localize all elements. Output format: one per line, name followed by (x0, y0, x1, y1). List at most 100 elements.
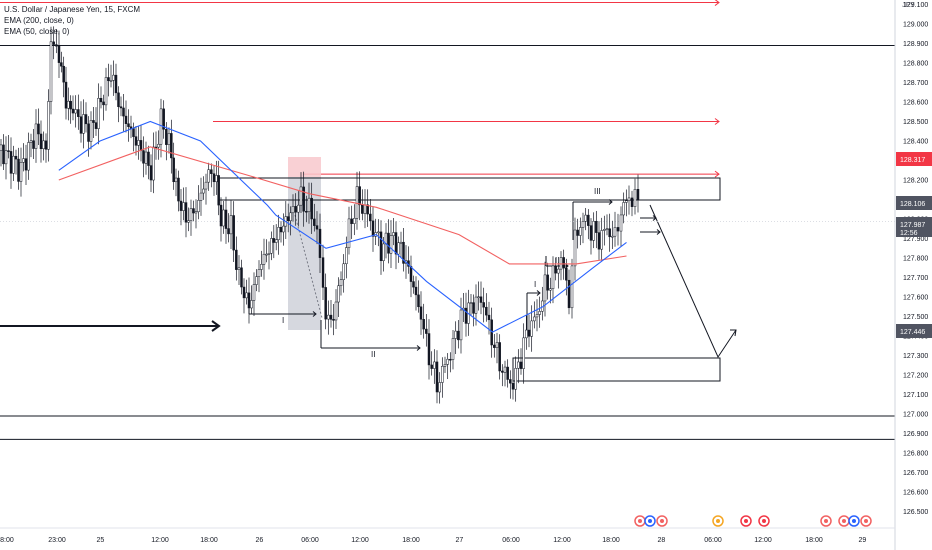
price-badge (896, 152, 932, 166)
time-tick-label: 06:00 (502, 537, 520, 544)
wave-label: II (555, 256, 559, 265)
candle-body (509, 379, 512, 384)
candle-body (299, 186, 303, 206)
candle-body (329, 314, 333, 320)
time-tick-label: 18:00 (0, 537, 14, 544)
candle-body (392, 232, 395, 236)
candle-body (0, 144, 3, 151)
symbol-title: U.S. Dollar / Japanese Yen, 15, FXCM (4, 5, 141, 14)
candle-body (567, 279, 571, 309)
price-tick-label: 127.300 (903, 353, 928, 360)
time-tick-label: 28 (658, 537, 666, 544)
candle-body (182, 202, 185, 211)
candle-body (619, 214, 623, 232)
candle-body (117, 92, 120, 107)
price-tick-label: 126.800 (903, 451, 928, 458)
candle-body (353, 218, 356, 224)
candle-body (97, 98, 100, 129)
candle-body (412, 281, 415, 288)
candle-body (112, 74, 115, 81)
candle-body (616, 227, 620, 232)
candle-body (215, 175, 218, 183)
price-badge (896, 196, 932, 210)
candle-body (522, 337, 525, 369)
calendar-event-dot (864, 519, 868, 523)
price-badge-countdown: 12:56 (900, 230, 918, 237)
candle-body (39, 133, 43, 150)
price-badge (896, 324, 932, 338)
candle-body (487, 314, 491, 321)
candle-body (425, 328, 428, 334)
candle-body (576, 229, 579, 236)
candle-body (581, 221, 585, 228)
price-tick-label: 128.900 (903, 41, 928, 48)
candle-body (55, 44, 58, 47)
candle-body (42, 140, 45, 150)
chart-legend: U.S. Dollar / Japanese Yen, 15, FXCM EMA… (4, 4, 140, 37)
candle-body (172, 157, 175, 183)
candle-body (64, 81, 68, 109)
candle-body (87, 123, 90, 142)
candle-body (324, 287, 327, 320)
price-tick-label: 128.700 (903, 80, 928, 87)
left-arrow-head (211, 320, 221, 332)
wave-label: I (282, 316, 284, 325)
candle-body (12, 155, 15, 174)
candle-body (71, 108, 75, 114)
candle-body (222, 209, 225, 227)
candle-body (511, 382, 515, 390)
candle-body (270, 238, 273, 254)
currency-label: JPY (902, 2, 915, 9)
candle-body (549, 288, 552, 291)
time-tick-label: 26 (256, 537, 264, 544)
candle-body (232, 215, 235, 251)
candle-body (99, 98, 103, 103)
candle-body (345, 247, 348, 265)
candle-body (573, 229, 577, 267)
candle-body (62, 65, 65, 83)
candle-body (533, 316, 536, 322)
price-badge-label: 127.987 (900, 222, 925, 229)
candle-body (394, 232, 398, 255)
price-tick-label: 129.100 (903, 2, 928, 9)
projection-path (649, 204, 737, 359)
candle-body (551, 265, 555, 289)
candle-body (127, 123, 130, 127)
candle-body (464, 307, 468, 324)
candle-body (427, 333, 431, 366)
candle-body (342, 263, 345, 280)
price-tick-label: 127.500 (903, 314, 928, 321)
calendar-event-dot (852, 519, 856, 523)
time-axis[interactable]: 18:00 23:00 25 12:00 18:00 26 06:00 12:00 18:00 2… (0, 527, 895, 544)
candle-body (559, 257, 563, 270)
candle-body (603, 229, 606, 231)
candle-body (369, 213, 372, 222)
candle-body (501, 370, 504, 373)
candle-body (347, 218, 351, 248)
calendar-event-dot (716, 519, 720, 523)
price-axis[interactable]: 129.100 129.000 128.900 128.800 128.700 128.6… (894, 0, 928, 550)
candle-body (479, 296, 483, 303)
candle-body (119, 106, 123, 109)
candle-body (605, 228, 609, 230)
time-tick-label: 06:00 (301, 537, 319, 544)
candle-body (149, 165, 153, 181)
candle-body (286, 216, 290, 222)
price-tick-label: 126.500 (903, 509, 928, 516)
candle-body (477, 296, 480, 299)
candle-body (24, 158, 28, 171)
price-badge-label: 128.106 (900, 201, 925, 208)
candle-body (204, 181, 208, 190)
ema-layer (58, 120, 627, 333)
target-arrow-head (652, 215, 657, 221)
candle-body (142, 150, 145, 164)
candle-body (472, 302, 475, 314)
candle-body (44, 140, 48, 150)
candle-body (525, 329, 528, 339)
wave-label: III (594, 187, 601, 196)
candle-body (294, 206, 297, 213)
candle-body (272, 238, 276, 243)
candle-body (332, 319, 335, 321)
